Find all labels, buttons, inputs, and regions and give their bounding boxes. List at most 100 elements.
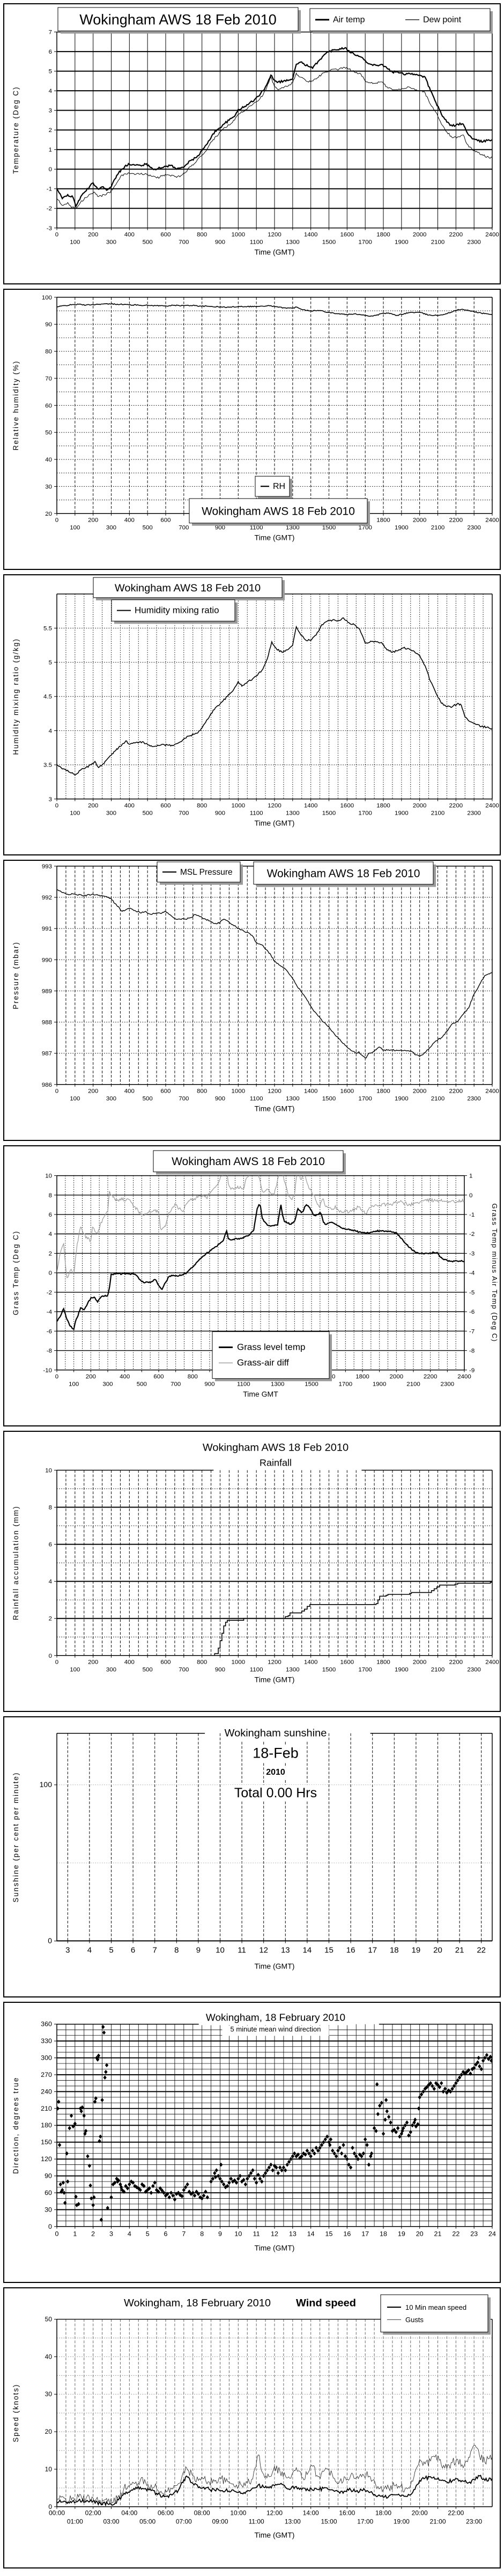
svg-text:5: 5	[49, 660, 52, 666]
svg-text:0: 0	[49, 166, 52, 173]
svg-text:1200: 1200	[268, 1659, 281, 1666]
svg-text:08:00: 08:00	[194, 2509, 210, 2517]
svg-text:Grass Temp minus Air Temp (Deg: Grass Temp minus Air Temp (Deg C)	[491, 1203, 499, 1342]
svg-text:9: 9	[196, 1946, 201, 1955]
svg-text:800: 800	[197, 803, 207, 809]
grass-temperature-chart-panel: -10 -8 -6 -4 -2 0 2 4 6 8 10 -9 -8 -7 -6 -5 -4 -3 -2 -1 0 1 Gr…	[3, 1145, 501, 1426]
svg-text:200: 200	[88, 517, 98, 524]
chart-text: 2010	[266, 1768, 285, 1777]
chart-text: Wokingham sunshine	[225, 1728, 327, 1739]
svg-text:5.5: 5.5	[43, 625, 52, 632]
svg-text:Grass level temp: Grass level temp	[237, 1342, 305, 1352]
svg-text:600: 600	[160, 1659, 171, 1666]
svg-text:1000: 1000	[232, 1659, 246, 1666]
svg-text:2: 2	[91, 2230, 95, 2238]
series-MSL Pressure	[57, 889, 492, 1059]
chart-text: Total 0.00 Hrs	[234, 1785, 317, 1801]
chart-stack: -3 -2 -1 0 1 2 3 4 5 6 7 0 100 200 300 400 500 600 700 800 9…	[3, 3, 501, 2568]
svg-text:180: 180	[41, 2121, 52, 2129]
svg-text:1: 1	[49, 147, 52, 153]
svg-text:06:00: 06:00	[158, 2509, 174, 2517]
x-axis-label: Time (GMT)	[255, 533, 295, 541]
svg-text:1300: 1300	[286, 810, 300, 817]
svg-text:02:00: 02:00	[85, 2509, 101, 2517]
legend-box: 10 Min mean speed Gusts	[380, 2294, 491, 2335]
msl-pressure-chart-panel: 986 987 988 989 990 991 992 993 0 100 200 300 400 500…	[3, 860, 501, 1141]
svg-text:500: 500	[143, 1667, 153, 1673]
svg-text:8: 8	[200, 2230, 204, 2238]
svg-text:2400: 2400	[485, 1088, 499, 1095]
svg-text:-2: -2	[47, 1290, 52, 1296]
svg-text:21:00: 21:00	[430, 2518, 446, 2526]
svg-text:1500: 1500	[322, 239, 336, 246]
svg-text:700: 700	[179, 810, 189, 817]
x-axis-label: Time (GMT)	[255, 247, 295, 256]
grid	[57, 594, 492, 799]
svg-text:-5: -5	[469, 1290, 475, 1296]
svg-text:270: 270	[41, 2071, 52, 2079]
svg-text:987: 987	[42, 1051, 52, 1057]
grid	[57, 297, 492, 514]
svg-text:0: 0	[48, 1936, 52, 1945]
svg-text:3: 3	[49, 796, 52, 803]
svg-text:1100: 1100	[250, 1096, 263, 1102]
svg-text:Dew point: Dew point	[423, 16, 462, 25]
svg-text:990: 990	[42, 957, 52, 963]
svg-text:100: 100	[70, 1667, 80, 1673]
svg-text:30: 30	[45, 2206, 52, 2213]
svg-text:Gusts: Gusts	[405, 2316, 424, 2324]
svg-text:4: 4	[49, 1231, 53, 1238]
svg-text:100: 100	[70, 525, 80, 531]
svg-text:3.5: 3.5	[43, 762, 52, 769]
svg-text:1400: 1400	[304, 1659, 318, 1666]
svg-text:6: 6	[49, 49, 52, 55]
svg-text:-3: -3	[469, 1250, 475, 1257]
svg-text:2300: 2300	[467, 525, 481, 531]
svg-text:10: 10	[234, 2230, 242, 2238]
svg-text:6: 6	[164, 2230, 168, 2238]
svg-text:-8: -8	[47, 1348, 52, 1355]
svg-text:600: 600	[160, 517, 171, 524]
y-axis-label: Direction, degrees true	[12, 2077, 20, 2174]
svg-text:Wokingham AWS 18 Feb 2010: Wokingham AWS 18 Feb 2010	[267, 867, 420, 880]
series-Gusts	[57, 2445, 492, 2505]
svg-text:100: 100	[70, 239, 80, 246]
svg-text:100: 100	[69, 1381, 79, 1388]
svg-text:20: 20	[433, 1946, 442, 1955]
grid	[57, 32, 492, 228]
series-Dew point	[57, 67, 492, 209]
svg-text:2000: 2000	[390, 1374, 404, 1380]
svg-text:100: 100	[40, 1780, 53, 1789]
svg-text:7: 7	[49, 30, 52, 36]
svg-text:01:00: 01:00	[67, 2518, 83, 2526]
svg-text:12: 12	[259, 1946, 268, 1955]
svg-text:60: 60	[45, 2189, 52, 2197]
svg-text:700: 700	[179, 1667, 189, 1673]
svg-text:-4: -4	[47, 1309, 53, 1315]
svg-text:1700: 1700	[358, 810, 372, 817]
svg-text:900: 900	[204, 1381, 214, 1388]
svg-text:1600: 1600	[340, 232, 354, 238]
svg-text:2300: 2300	[467, 1096, 481, 1102]
svg-text:18: 18	[390, 1946, 399, 1955]
svg-text:50: 50	[45, 2316, 53, 2323]
axes: 3 3.5 4 4.5 5 5.5 0 100 200 300 400 500 600 700 800 900…	[43, 625, 499, 816]
svg-text:240: 240	[41, 2088, 52, 2095]
svg-text:18:00: 18:00	[375, 2509, 391, 2517]
svg-text:-2: -2	[47, 206, 52, 212]
legend-box: MSL Pressure	[157, 861, 243, 885]
axes: 0 100 3 4 5 6 7 8 9 10 11 12 13 14 15 16 17 18 19 20 21 22	[40, 1780, 486, 1955]
series	[57, 2445, 492, 2507]
svg-text:210: 210	[41, 2105, 52, 2112]
series-Grass-air diff	[57, 1175, 464, 1278]
svg-text:120: 120	[41, 2155, 52, 2163]
svg-text:-10: -10	[43, 1367, 52, 1374]
svg-text:-9: -9	[469, 1367, 475, 1374]
svg-text:1200: 1200	[268, 1088, 281, 1095]
rainfall-chart-panel: 0 2 4 6 8 10 0 100 200 300 400 500 600 700 800 900 1000 1…	[3, 1431, 501, 1712]
svg-text:1900: 1900	[395, 1667, 409, 1673]
svg-text:2300: 2300	[441, 1381, 455, 1388]
svg-text:1800: 1800	[376, 803, 390, 809]
svg-text:900: 900	[215, 525, 225, 531]
svg-text:15:00: 15:00	[321, 2518, 337, 2526]
